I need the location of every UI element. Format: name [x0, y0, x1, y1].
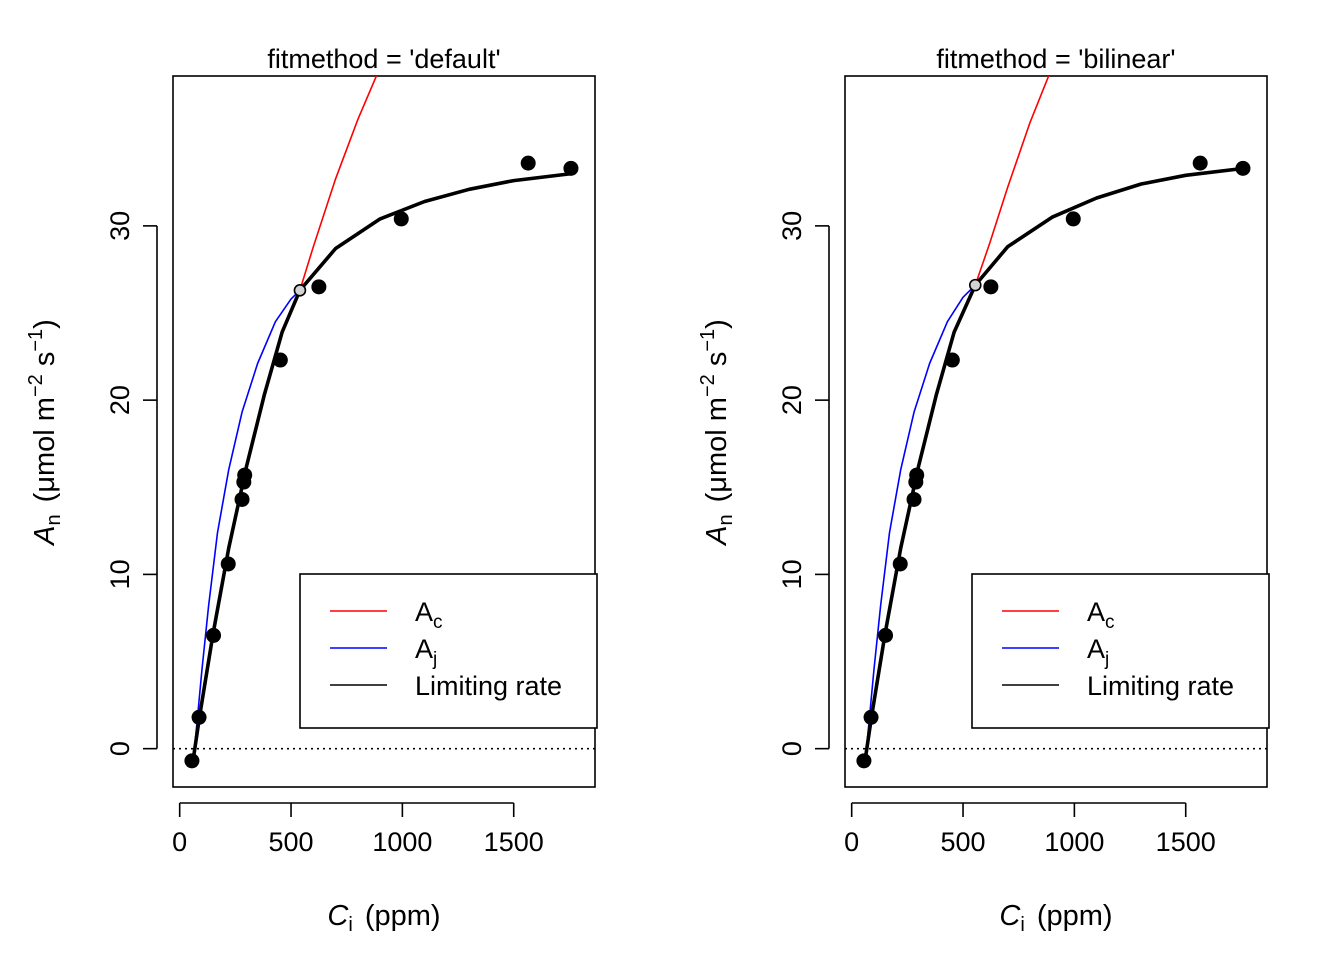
x-tick-label: 500 — [940, 827, 985, 857]
legend-label: Aj — [415, 634, 437, 670]
legend-label: Limiting rate — [1087, 671, 1234, 701]
chart-panel-2: fitmethod = 'bilinear' 0 500 1000 1500 0 10 20 3… — [697, 44, 1270, 936]
chart-title: fitmethod = 'bilinear' — [936, 44, 1175, 74]
data-point — [909, 467, 925, 483]
x-tick-label: 1500 — [484, 827, 544, 857]
plot-frame — [172, 75, 596, 788]
y-axis-label: An (μmol m−2 s−1) — [697, 319, 737, 547]
x-label-symbol: C — [999, 900, 1021, 932]
y-tick-label: 20 — [105, 385, 135, 415]
legend-label-text: A — [415, 634, 433, 664]
data-point — [856, 753, 872, 769]
y-label-symbol: A — [29, 525, 61, 546]
y-label-exponent: −2 — [25, 374, 47, 397]
legend-box — [299, 573, 598, 729]
legend-label: Ac — [1087, 597, 1115, 633]
legend-label: Limiting rate — [415, 671, 562, 701]
y-tick-label: 30 — [105, 211, 135, 241]
legend-box — [971, 573, 1270, 729]
data-point — [863, 709, 879, 725]
y-axis: 0 10 20 30 — [105, 211, 158, 756]
legend-label-subscript: c — [1105, 612, 1115, 633]
data-point — [272, 352, 288, 368]
x-tick-label: 1000 — [1044, 827, 1104, 857]
legend-label-text: A — [415, 597, 433, 627]
data-point — [184, 753, 200, 769]
x-axis: 0 500 1000 1500 — [172, 802, 544, 857]
y-tick-label: 10 — [105, 559, 135, 589]
y-label-unit: (μmol m — [29, 397, 61, 502]
data-point — [393, 211, 409, 227]
x-axis-label: Ci (ppm) — [999, 900, 1112, 936]
x-tick-label: 500 — [268, 827, 313, 857]
data-point — [234, 491, 250, 507]
x-tick-label: 1500 — [1156, 827, 1216, 857]
y-label-unit: ) — [701, 319, 733, 329]
y-label-unit: ) — [29, 319, 61, 329]
x-tick-label: 0 — [172, 827, 187, 857]
data-point — [1192, 155, 1208, 171]
y-tick-label: 0 — [777, 741, 807, 756]
data-point — [944, 352, 960, 368]
data-point — [191, 709, 207, 725]
data-point — [311, 279, 327, 295]
y-axis: 0 10 20 30 — [777, 211, 830, 756]
transition-point — [293, 284, 307, 297]
data-point — [220, 556, 236, 572]
y-label-subscript: n — [715, 514, 737, 525]
x-tick-label: 0 — [844, 827, 859, 857]
series-line-limiting-rate — [863, 166, 1246, 763]
data-point — [520, 155, 536, 171]
legend-label-text: Limiting rate — [1087, 671, 1234, 701]
chart-panel-1: fitmethod = 'default' 0 500 1000 1500 0 10 20 30… — [25, 44, 598, 936]
y-tick-label: 20 — [777, 385, 807, 415]
legend-label-text: Limiting rate — [415, 671, 562, 701]
legend-label-subscript: c — [433, 612, 443, 633]
y-label-exponent: −1 — [697, 329, 719, 352]
y-axis-label: An (μmol m−2 s−1) — [25, 319, 65, 547]
x-label-unit: (ppm) — [365, 900, 441, 932]
data-point — [237, 467, 253, 483]
data-point — [206, 627, 222, 643]
x-label-symbol: C — [327, 900, 349, 932]
legend-label-subscript: j — [1104, 649, 1109, 670]
data-point — [983, 279, 999, 295]
series-line-limiting-rate — [191, 171, 574, 763]
x-label-unit: (ppm) — [1037, 900, 1113, 932]
plot-data — [845, 76, 1267, 769]
data-point — [892, 556, 908, 572]
y-tick-label: 30 — [777, 211, 807, 241]
x-axis: 0 500 1000 1500 — [844, 802, 1216, 857]
legend-label-text: A — [1087, 597, 1105, 627]
x-label-subscript: i — [1020, 914, 1024, 936]
legend-label: Ac — [415, 597, 443, 633]
y-label-unit: s — [29, 352, 61, 375]
legend-label: Aj — [1087, 634, 1109, 670]
legend-label-text: A — [1087, 634, 1105, 664]
data-point — [1235, 160, 1251, 176]
x-tick-label: 1000 — [372, 827, 432, 857]
chart-title: fitmethod = 'default' — [267, 44, 500, 74]
y-label-exponent: −1 — [25, 329, 47, 352]
y-label-symbol: A — [701, 525, 733, 546]
y-label-unit: (μmol m — [701, 397, 733, 502]
legend-label-subscript: j — [432, 649, 437, 670]
x-label-subscript: i — [348, 914, 352, 936]
y-tick-label: 10 — [777, 559, 807, 589]
x-axis-label: Ci (ppm) — [327, 900, 440, 936]
data-point — [1065, 211, 1081, 227]
y-label-unit: s — [701, 352, 733, 375]
y-label-subscript: n — [43, 514, 65, 525]
plot-frame — [844, 75, 1268, 788]
data-point — [878, 627, 894, 643]
y-label-exponent: −2 — [697, 374, 719, 397]
y-tick-label: 0 — [105, 741, 135, 756]
transition-point — [968, 278, 982, 292]
data-point — [906, 491, 922, 507]
plot-data — [173, 76, 595, 769]
data-point — [563, 160, 579, 176]
